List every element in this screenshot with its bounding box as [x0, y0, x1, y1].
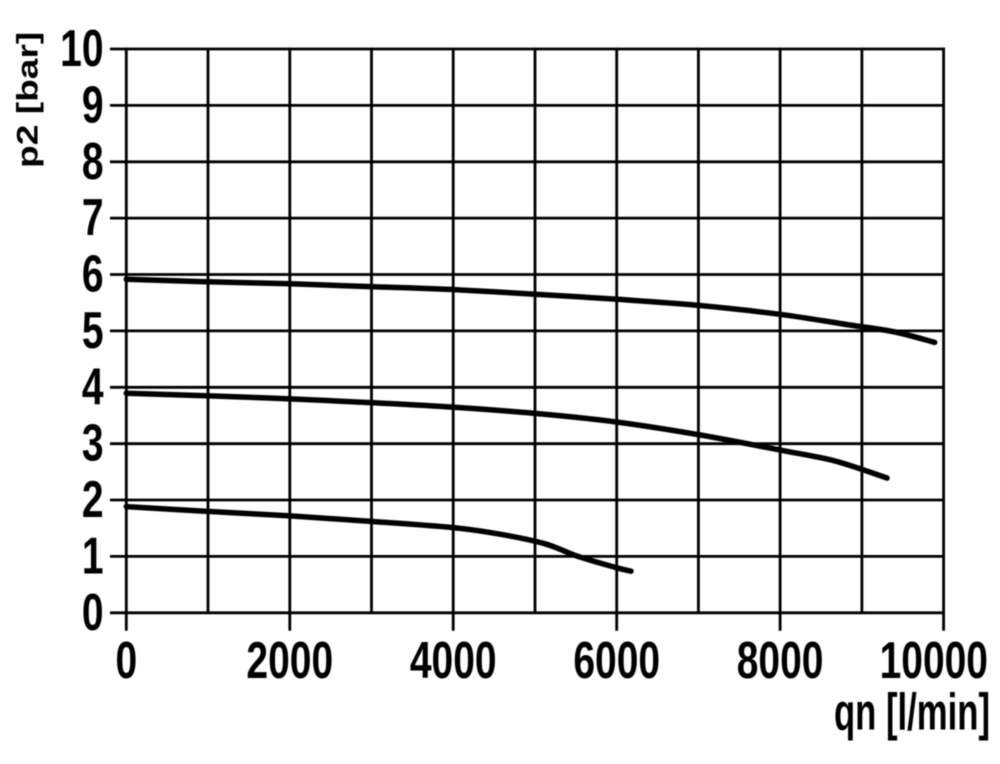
svg-text:p2 [bar]: p2 [bar]: [12, 32, 44, 168]
svg-text:10000: 10000: [880, 631, 988, 690]
svg-text:4000: 4000: [410, 631, 497, 690]
svg-text:4: 4: [82, 357, 104, 416]
svg-text:qn [l/min]: qn [l/min]: [834, 682, 990, 741]
svg-text:2000: 2000: [246, 631, 333, 690]
svg-text:0: 0: [115, 631, 137, 690]
svg-text:6: 6: [82, 244, 104, 303]
svg-text:1: 1: [82, 526, 104, 585]
svg-text:5: 5: [82, 300, 104, 359]
svg-text:9: 9: [82, 75, 104, 134]
svg-text:10: 10: [60, 19, 103, 78]
svg-text:0: 0: [82, 582, 104, 641]
svg-text:6000: 6000: [573, 631, 660, 690]
svg-text:3: 3: [82, 413, 104, 472]
svg-text:2: 2: [82, 470, 104, 529]
svg-text:7: 7: [82, 188, 104, 247]
svg-text:8: 8: [82, 131, 104, 190]
svg-text:8000: 8000: [737, 631, 824, 690]
